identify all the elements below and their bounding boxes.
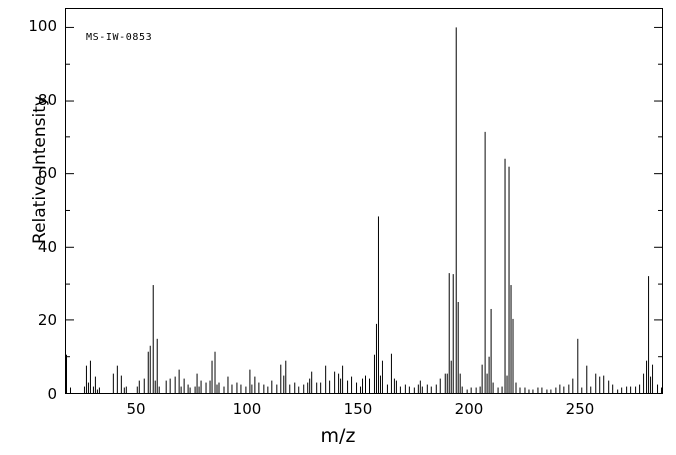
y-axis-tick-labels: 100 80 60 40 20 0 <box>0 0 57 455</box>
y-tick-label: 0 <box>47 385 57 403</box>
x-tick-label: 150 <box>343 400 373 418</box>
y-axis-label: Relative Intensity <box>30 96 50 244</box>
x-tick-label: 250 <box>565 400 595 418</box>
x-axis-tick-labels: 50 100 150 200 250 <box>0 400 676 424</box>
x-axis-label: m/z <box>320 425 356 447</box>
x-tick-label: 50 <box>126 400 146 418</box>
y-tick-label: 20 <box>37 311 57 330</box>
spectrum-canvas <box>66 9 662 393</box>
plot-area <box>65 8 663 394</box>
x-tick-label: 200 <box>454 400 484 418</box>
watermark-label: MS-IW-0853 <box>86 32 153 43</box>
x-tick-label: 100 <box>232 400 262 418</box>
y-tick-label: 40 <box>37 237 57 256</box>
y-tick-label: 80 <box>37 90 57 109</box>
y-tick-label: 60 <box>37 164 57 183</box>
y-tick-label: 100 <box>28 17 57 35</box>
